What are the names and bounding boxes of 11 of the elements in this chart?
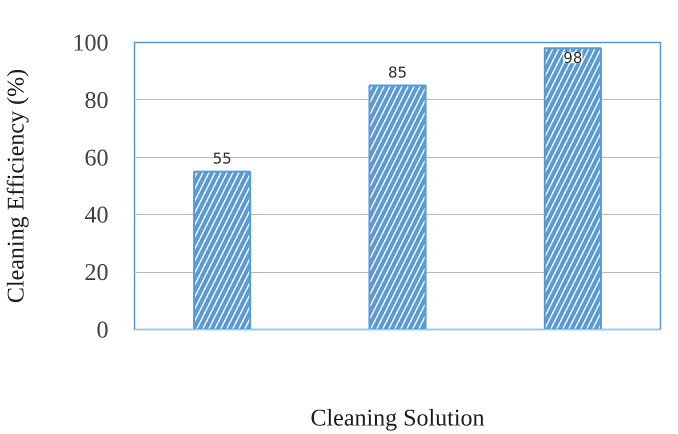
- x-axis-title: Cleaning Solution: [310, 406, 484, 432]
- y-tick-label: 20: [84, 260, 108, 286]
- data-label: 98: [563, 49, 582, 68]
- y-tick-label: 60: [84, 145, 108, 172]
- y-tick-label: 0: [96, 318, 108, 344]
- y-tick-label: 40: [84, 202, 108, 229]
- data-label: 85: [388, 64, 408, 82]
- y-tick-label: 100: [72, 30, 108, 56]
- y-axis-title: Cleaning Efficiency (%): [4, 68, 30, 304]
- data-label: 55: [212, 150, 232, 168]
- y-tick-label: 80: [84, 88, 108, 114]
